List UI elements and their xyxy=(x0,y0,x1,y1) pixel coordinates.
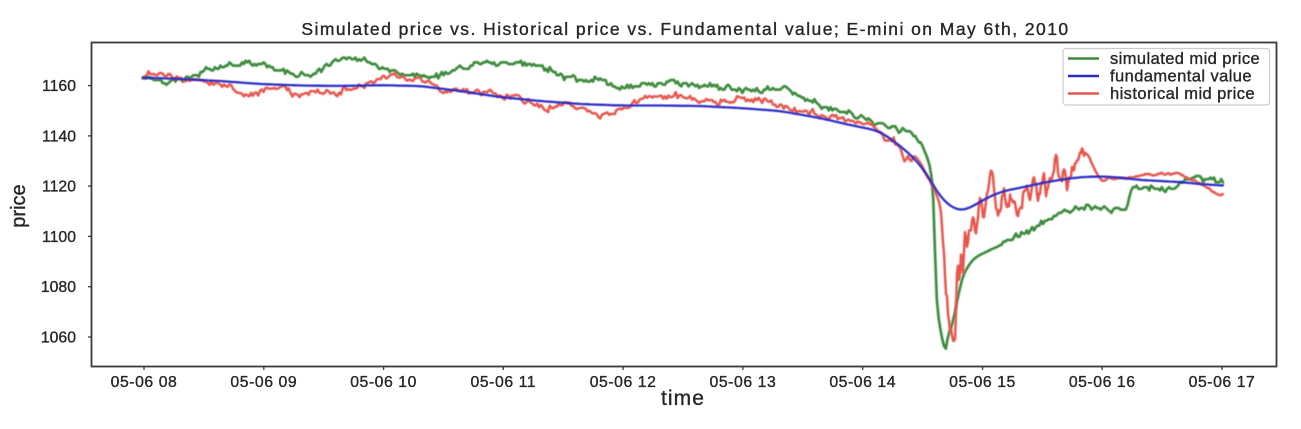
svg-text:05-06 15: 05-06 15 xyxy=(949,374,1016,391)
svg-text:05-06 08: 05-06 08 xyxy=(111,374,178,391)
svg-text:time: time xyxy=(661,387,705,410)
svg-text:05-06 14: 05-06 14 xyxy=(829,374,896,391)
svg-text:historical mid price: historical mid price xyxy=(1110,85,1255,103)
svg-text:simulated mid price: simulated mid price xyxy=(1110,50,1260,68)
svg-text:05-06 10: 05-06 10 xyxy=(350,374,417,391)
svg-text:1100: 1100 xyxy=(42,229,76,246)
svg-text:05-06 13: 05-06 13 xyxy=(710,374,777,391)
svg-text:Simulated price vs. Historical: Simulated price vs. Historical price vs.… xyxy=(301,19,1069,39)
svg-text:fundamental value: fundamental value xyxy=(1110,67,1252,85)
svg-text:1160: 1160 xyxy=(42,78,76,95)
svg-text:1080: 1080 xyxy=(41,279,76,296)
svg-text:05-06 12: 05-06 12 xyxy=(590,374,657,391)
svg-text:price: price xyxy=(8,184,30,227)
svg-text:05-06 17: 05-06 17 xyxy=(1189,374,1256,391)
svg-text:05-06 09: 05-06 09 xyxy=(230,374,297,391)
svg-text:05-06 11: 05-06 11 xyxy=(471,374,537,391)
svg-text:1120: 1120 xyxy=(42,179,76,196)
svg-text:05-06 16: 05-06 16 xyxy=(1069,374,1136,391)
svg-text:1060: 1060 xyxy=(41,330,76,347)
svg-text:1140: 1140 xyxy=(42,128,76,145)
